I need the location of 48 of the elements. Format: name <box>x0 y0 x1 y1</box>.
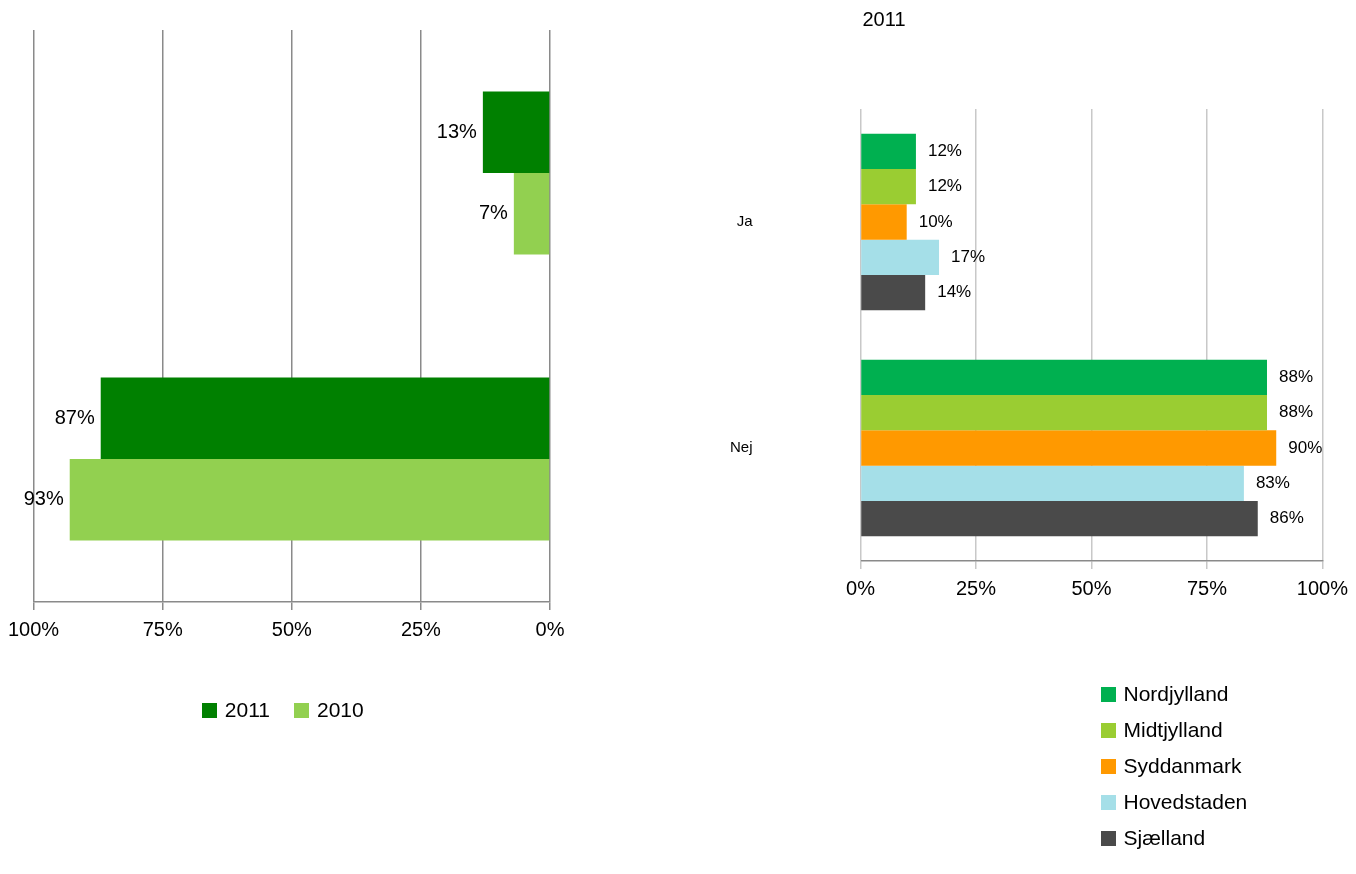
bar <box>861 359 1267 396</box>
data-label: 10% <box>918 211 953 231</box>
legend-label: Sjælland <box>1123 826 1206 850</box>
bar <box>861 239 940 275</box>
x-tick-label: 100% <box>8 617 60 640</box>
bar <box>513 173 550 255</box>
bar <box>861 465 1244 501</box>
data-label: 86% <box>1269 508 1304 528</box>
data-label: 7% <box>478 201 509 224</box>
y-tick-label: Nej <box>729 438 753 456</box>
x-tick-label: 25% <box>955 576 997 599</box>
data-label: 83% <box>1255 472 1290 492</box>
legend-label: Syddanmark <box>1123 754 1242 778</box>
data-label: 93% <box>23 487 64 510</box>
legend-label: 2011 <box>224 698 270 722</box>
legend-label: Hovedstaden <box>1123 790 1248 814</box>
data-label: 12% <box>927 176 962 196</box>
bar <box>861 430 1277 466</box>
x-tick-label: 100% <box>1296 576 1349 599</box>
legend-label: Midtjylland <box>1123 718 1223 742</box>
bar <box>861 204 907 240</box>
bar <box>861 133 916 170</box>
bar <box>861 500 1258 537</box>
x-tick-label: 0% <box>535 617 565 640</box>
data-label: 88% <box>1278 367 1314 387</box>
data-label: 88% <box>1278 402 1314 422</box>
data-label: 13% <box>436 119 478 142</box>
bar <box>861 169 916 205</box>
legend-label: Nordjylland <box>1123 682 1229 706</box>
x-tick-label: 75% <box>1186 576 1228 599</box>
data-label: 17% <box>951 246 986 266</box>
x-tick-label: 0% <box>846 576 876 599</box>
chart-title: 2011 <box>862 8 906 31</box>
bar <box>482 91 550 173</box>
data-label: 87% <box>54 405 95 428</box>
bar <box>100 377 550 459</box>
x-tick-label: 50% <box>271 617 313 640</box>
data-label: 12% <box>927 141 962 161</box>
x-tick-label: 25% <box>400 617 442 640</box>
data-label: 90% <box>1288 437 1323 457</box>
data-label: 14% <box>937 282 972 302</box>
bar <box>69 459 550 541</box>
bar <box>861 274 926 311</box>
y-tick-label: Ja <box>736 212 754 230</box>
x-tick-label: 75% <box>142 617 183 640</box>
x-tick-label: 50% <box>1071 576 1112 599</box>
bar <box>861 395 1267 431</box>
legend-label: 2010 <box>316 698 364 722</box>
